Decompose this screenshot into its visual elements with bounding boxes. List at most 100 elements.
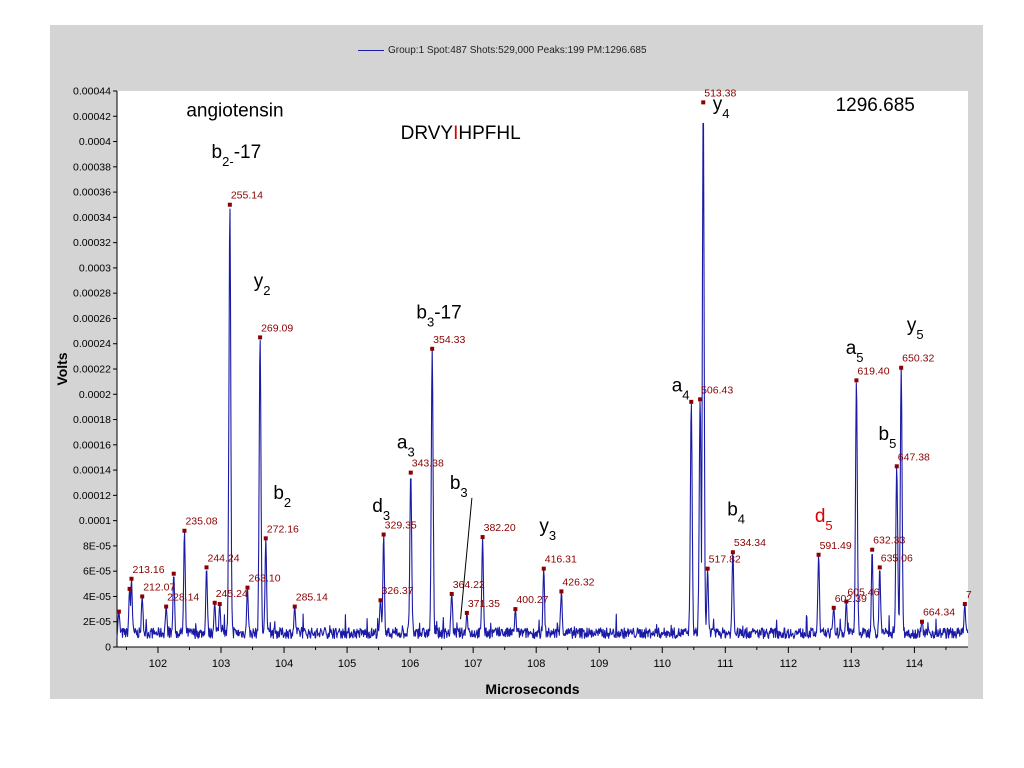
peak-marker [378,598,383,603]
ion-annotation: a5 [846,338,864,365]
ion-annotation: a4 [672,376,690,403]
peak-marker [962,602,967,607]
sequence-segment: HPFHL [458,123,520,144]
x-tick-label: 106 [401,658,419,670]
y-tick-label: 2E-05 [83,616,111,628]
y-tick-label: 0.0003 [79,262,111,274]
peak-marker [258,335,263,340]
b3-leader-line [460,497,473,620]
peak-marker [381,532,386,537]
peak-marker [217,602,222,607]
peak-marker [464,610,469,615]
annotation-main: 1296.685 [836,95,915,116]
ion-annotation: DRVYIHPFHL [401,123,521,144]
annotation-main: y [713,94,723,115]
ion-annotation: y4 [713,94,730,121]
y-tick-label: 0.0004 [79,136,111,148]
peak-label: 426.32 [562,576,594,588]
peak-label: 272.16 [267,523,299,535]
peak-label: 213.16 [132,564,164,576]
y-tick-label: 0.00044 [73,86,111,98]
annotation-main: b [450,473,461,494]
annotation-subscript: 2- [222,153,234,168]
annotation-main: d [815,506,826,527]
annotation-subscript: 4 [738,511,745,526]
y-tick-label: 0.00018 [73,414,111,426]
peak-marker [480,535,485,540]
peak-marker [559,589,564,594]
peak-label: 517.82 [709,554,741,566]
y-tick-label: 0.00032 [73,237,111,249]
peak-marker [430,346,435,351]
peak-label: 212.07 [143,581,175,593]
ion-annotation: angiotensin [186,100,283,121]
y-tick-label: 0.0002 [79,389,111,401]
ion-annotation: b2 [273,483,291,510]
x-tick-label: 112 [780,658,798,670]
peak-marker [831,605,836,610]
peak-label: 650.32 [902,353,934,365]
peak-marker [212,600,217,605]
y-tick-label: 0.00038 [73,161,111,173]
peak-marker [204,565,209,570]
peak-label: 354.33 [433,334,465,346]
ion-annotation: b2--17 [212,142,262,169]
annotation-main: b [212,142,223,163]
x-tick-label: 102 [149,658,167,670]
peak-marker [689,399,694,404]
peak-label: 343.38 [412,458,444,470]
y-tick-label: 0.0001 [79,515,111,527]
peak-label: 619.40 [857,365,889,377]
annotation-subscript: 4 [722,105,729,120]
annotation-subscript: 5 [856,349,863,364]
y-tick-label: 4E-05 [83,591,111,603]
annotation-suffix: -17 [434,302,461,323]
peak-label: 632.33 [873,535,905,547]
peak-marker [698,397,703,402]
legend-label: Group:1 Spot:487 Shots:529,000 Peaks:199… [388,44,647,56]
ion-annotation: b3-17 [416,302,461,329]
annotation-main: a [672,376,683,397]
y-tick-label: 0.00012 [73,490,111,502]
legend-line-swatch [358,49,384,51]
peak-marker [182,528,187,533]
annotation-subscript: 5 [825,517,832,532]
annotation-subscript: 3 [460,485,467,500]
x-axis-title: Microseconds [485,681,579,697]
sequence-segment: DRVY [401,123,454,144]
peak-marker [263,536,268,541]
peak-label: 285.14 [296,592,328,604]
y-tick-label: 0.00016 [73,439,111,451]
ion-annotation: b4 [727,500,745,527]
peak-marker [541,566,546,571]
annotation-main: a [846,338,857,359]
peak-marker [513,607,518,612]
peak-label: 329.35 [385,520,417,532]
peak-marker [227,202,232,207]
ion-annotation: y5 [907,315,924,342]
x-tick-label: 111 [717,658,734,670]
y-tick-label: 0.00028 [73,288,111,300]
annotation-subscript: 2 [284,495,291,510]
peak-marker [292,604,297,609]
peak-marker [919,619,924,624]
annotation-main: y [539,516,549,537]
x-tick-label: 108 [527,658,545,670]
y-axis-title: Volts [54,352,70,385]
annotation-main: angiotensin [186,100,283,121]
sequence-segment: I [453,123,458,144]
peak-marker [877,565,882,570]
ion-annotation: a3 [397,433,415,460]
peak-marker [705,566,710,571]
peak-label: 228.14 [167,592,199,604]
annotation-subscript: 3 [383,507,390,522]
x-tick-label: 114 [906,658,924,670]
peak-marker [245,585,250,590]
peak-marker [701,100,706,105]
annotation-main: b [273,483,284,504]
annotation-main: y [254,271,264,292]
annotation-subscript: 2 [263,282,270,297]
peak-label: 513.38 [704,87,736,99]
x-tick-label: 107 [464,658,482,670]
peak-label: 591.49 [820,540,852,552]
